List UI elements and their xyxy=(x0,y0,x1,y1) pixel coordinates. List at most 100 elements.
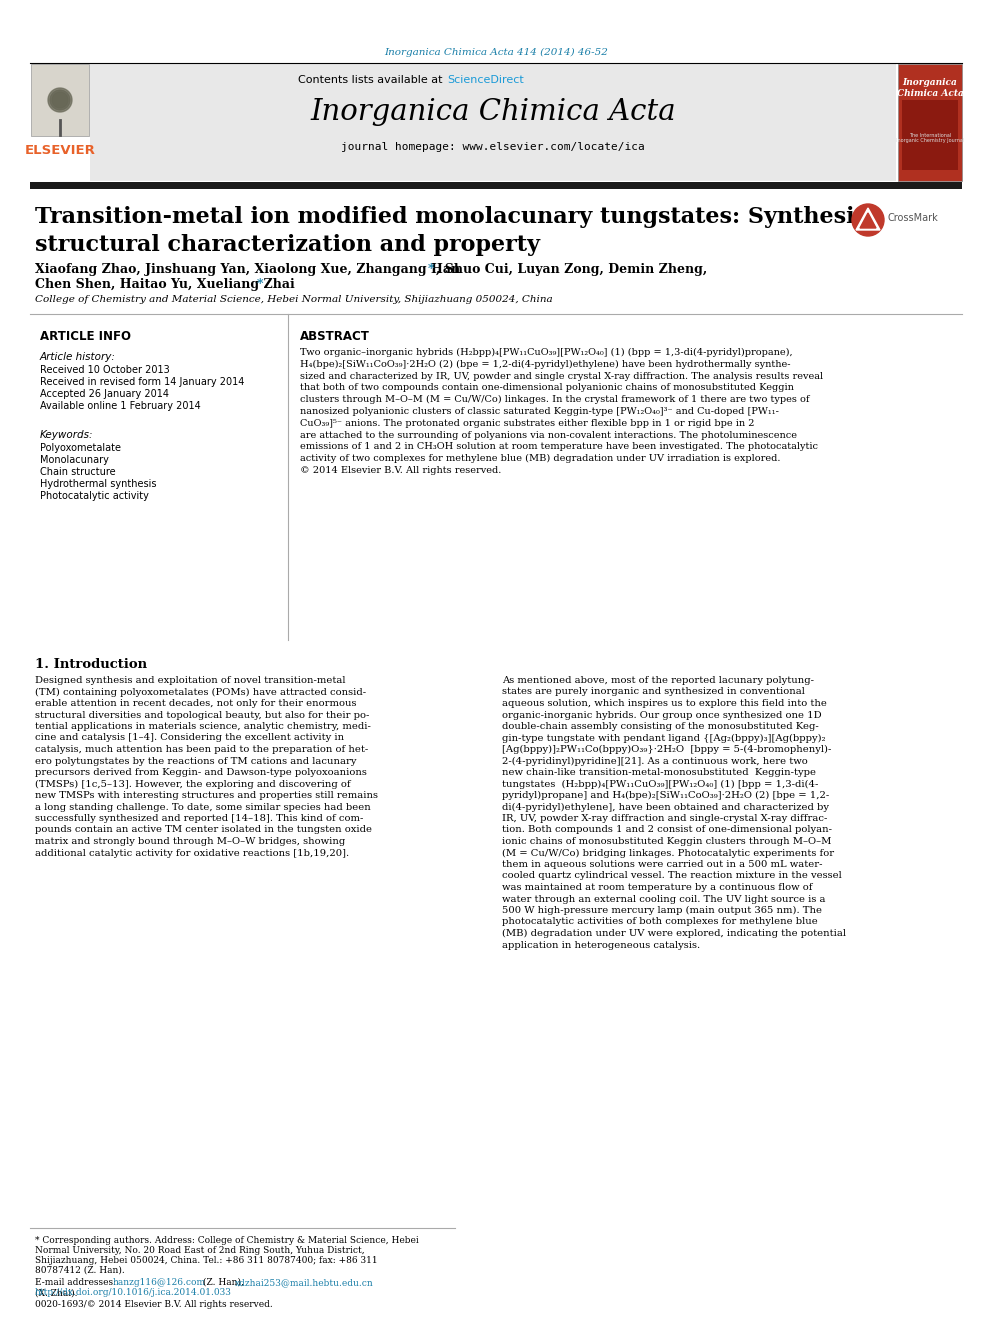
Text: Inorganica
Chimica Acta: Inorganica Chimica Acta xyxy=(897,78,963,98)
Text: pounds contain an active TM center isolated in the tungsten oxide: pounds contain an active TM center isola… xyxy=(35,826,372,835)
Text: Accepted 26 January 2014: Accepted 26 January 2014 xyxy=(40,389,169,400)
Text: double-chain assembly consisting of the monosubstituted Keg-: double-chain assembly consisting of the … xyxy=(502,722,818,732)
Text: Normal University, No. 20 Road East of 2nd Ring South, Yuhua District,: Normal University, No. 20 Road East of 2… xyxy=(35,1246,365,1256)
Text: ABSTRACT: ABSTRACT xyxy=(300,329,370,343)
Text: Two organic–inorganic hybrids (H₂bpp)₄[PW₁₁CuO₃₉][PW₁₂O₄₀] (1) (bpp = 1,3-di(4-p: Two organic–inorganic hybrids (H₂bpp)₄[P… xyxy=(300,348,793,357)
Text: 1. Introduction: 1. Introduction xyxy=(35,658,147,671)
Text: water through an external cooling coil. The UV light source is a: water through an external cooling coil. … xyxy=(502,894,825,904)
Text: structural characterization and property: structural characterization and property xyxy=(35,234,540,255)
Text: 2-(4-pyridinyl)pyridine][21]. As a continuous work, here two: 2-(4-pyridinyl)pyridine][21]. As a conti… xyxy=(502,757,807,766)
Text: clusters through M–O–M (M = Cu/W/Co) linkages. In the crystal framework of 1 the: clusters through M–O–M (M = Cu/W/Co) lin… xyxy=(300,396,809,405)
Text: Transition-metal ion modified monolacunary tungstates: Synthesis,: Transition-metal ion modified monolacuna… xyxy=(35,206,875,228)
Polygon shape xyxy=(856,208,880,230)
Text: Designed synthesis and exploitation of novel transition-metal: Designed synthesis and exploitation of n… xyxy=(35,676,345,685)
Text: aqueous solution, which inspires us to explore this field into the: aqueous solution, which inspires us to e… xyxy=(502,699,827,708)
Text: application in heterogeneous catalysis.: application in heterogeneous catalysis. xyxy=(502,941,700,950)
Text: Contents lists available at: Contents lists available at xyxy=(298,75,446,85)
Text: The International
Inorganic Chemistry Journal: The International Inorganic Chemistry Jo… xyxy=(896,132,964,143)
Bar xyxy=(898,64,962,181)
Text: Inorganica Chimica Acta 414 (2014) 46-52: Inorganica Chimica Acta 414 (2014) 46-52 xyxy=(384,48,608,57)
Text: Xiaofang Zhao, Jinshuang Yan, Xiaolong Xue, Zhangang Han: Xiaofang Zhao, Jinshuang Yan, Xiaolong X… xyxy=(35,263,460,277)
Text: H₄(bpe)₂[SiW₁₁CoO₃₉]·2H₂O (2) (bpe = 1,2-di(4-pyridyl)ethylene) have been hydrot: H₄(bpe)₂[SiW₁₁CoO₃₉]·2H₂O (2) (bpe = 1,2… xyxy=(300,360,791,369)
Text: catalysis, much attention has been paid to the preparation of het-: catalysis, much attention has been paid … xyxy=(35,745,368,754)
Text: Shijiazhuang, Hebei 050024, China. Tel.: +86 311 80787400; fax: +86 311: Shijiazhuang, Hebei 050024, China. Tel.:… xyxy=(35,1256,378,1265)
Text: , Shuo Cui, Luyan Zong, Demin Zheng,: , Shuo Cui, Luyan Zong, Demin Zheng, xyxy=(436,263,707,277)
Text: Chain structure: Chain structure xyxy=(40,467,116,478)
Text: ScienceDirect: ScienceDirect xyxy=(447,75,524,85)
Text: ELSEVIER: ELSEVIER xyxy=(25,143,95,156)
Text: a long standing challenge. To date, some similar species had been: a long standing challenge. To date, some… xyxy=(35,803,371,811)
Bar xyxy=(902,101,958,169)
Text: Hydrothermal synthesis: Hydrothermal synthesis xyxy=(40,479,157,490)
Circle shape xyxy=(50,90,70,110)
Circle shape xyxy=(48,89,72,112)
Text: them in aqueous solutions were carried out in a 500 mL water-: them in aqueous solutions were carried o… xyxy=(502,860,822,869)
Text: CuO₃₉]⁵⁻ anions. The protonated organic substrates either flexible bpp in 1 or r: CuO₃₉]⁵⁻ anions. The protonated organic … xyxy=(300,419,755,427)
Text: *: * xyxy=(257,278,264,291)
Text: (M = Cu/W/Co) bridging linkages. Photocatalytic experiments for: (M = Cu/W/Co) bridging linkages. Photoca… xyxy=(502,848,834,857)
Text: states are purely inorganic and synthesized in conventional: states are purely inorganic and synthesi… xyxy=(502,688,805,696)
Text: IR, UV, powder X-ray diffraction and single-crystal X-ray diffrac-: IR, UV, powder X-ray diffraction and sin… xyxy=(502,814,827,823)
Text: E-mail addresses:: E-mail addresses: xyxy=(35,1278,119,1287)
Text: structural diversities and topological beauty, but also for their po-: structural diversities and topological b… xyxy=(35,710,369,720)
Text: © 2014 Elsevier B.V. All rights reserved.: © 2014 Elsevier B.V. All rights reserved… xyxy=(300,466,501,475)
Text: [Ag(bppy)]₂PW₁₁Co(bppy)O₃₉}·2H₂O  [bppy = 5-(4-bromophenyl)-: [Ag(bppy)]₂PW₁₁Co(bppy)O₃₉}·2H₂O [bppy =… xyxy=(502,745,831,754)
Text: xdzhai253@mail.hebtu.edu.cn: xdzhai253@mail.hebtu.edu.cn xyxy=(235,1278,374,1287)
Text: pyridyl)propane] and H₄(bpe)₂[SiW₁₁CoO₃₉]·2H₂O (2) [bpe = 1,2-: pyridyl)propane] and H₄(bpe)₂[SiW₁₁CoO₃₉… xyxy=(502,791,829,800)
Circle shape xyxy=(852,204,884,235)
Text: photocatalytic activities of both complexes for methylene blue: photocatalytic activities of both comple… xyxy=(502,917,817,926)
Text: erable attention in recent decades, not only for their enormous: erable attention in recent decades, not … xyxy=(35,699,356,708)
Text: journal homepage: www.elsevier.com/locate/ica: journal homepage: www.elsevier.com/locat… xyxy=(341,142,645,152)
Text: that both of two compounds contain one-dimensional polyanionic chains of monosub: that both of two compounds contain one-d… xyxy=(300,384,794,393)
Bar xyxy=(30,183,962,189)
Text: new chain-like transition-metal-monosubstituted  Keggin-type: new chain-like transition-metal-monosubs… xyxy=(502,767,816,777)
Text: ero polytungstates by the reactions of TM cations and lacunary: ero polytungstates by the reactions of T… xyxy=(35,757,356,766)
Text: additional catalytic activity for oxidative reactions [1b,19,20].: additional catalytic activity for oxidat… xyxy=(35,848,349,857)
Text: (MB) degradation under UV were explored, indicating the potential: (MB) degradation under UV were explored,… xyxy=(502,929,846,938)
Text: Photocatalytic activity: Photocatalytic activity xyxy=(40,491,149,501)
Text: 80787412 (Z. Han).: 80787412 (Z. Han). xyxy=(35,1266,125,1275)
Text: tungstates  (H₂bpp)₄[PW₁₁CuO₃₉][PW₁₂O₄₀] (1) [bpp = 1,3-di(4-: tungstates (H₂bpp)₄[PW₁₁CuO₃₉][PW₁₂O₄₀] … xyxy=(502,779,818,789)
Bar xyxy=(90,64,896,181)
Text: was maintained at room temperature by a continuous flow of: was maintained at room temperature by a … xyxy=(502,882,812,892)
Text: matrix and strongly bound through M–O–W bridges, showing: matrix and strongly bound through M–O–W … xyxy=(35,837,345,845)
Text: As mentioned above, most of the reported lacunary polytung-: As mentioned above, most of the reported… xyxy=(502,676,814,685)
Polygon shape xyxy=(860,213,876,228)
Text: Keywords:: Keywords: xyxy=(40,430,93,441)
Text: di(4-pyridyl)ethylene], have been obtained and characterized by: di(4-pyridyl)ethylene], have been obtain… xyxy=(502,803,829,811)
Text: Inorganica Chimica Acta: Inorganica Chimica Acta xyxy=(310,98,676,126)
Bar xyxy=(30,64,90,151)
Text: emissions of 1 and 2 in CH₃OH solution at room temperature have been investigate: emissions of 1 and 2 in CH₃OH solution a… xyxy=(300,442,818,451)
Text: cine and catalysis [1–4]. Considering the excellent activity in: cine and catalysis [1–4]. Considering th… xyxy=(35,733,344,742)
Bar xyxy=(31,64,89,136)
Text: http://dx.doi.org/10.1016/j.ica.2014.01.033: http://dx.doi.org/10.1016/j.ica.2014.01.… xyxy=(35,1289,232,1297)
Text: Chen Shen, Haitao Yu, Xueliang Zhai: Chen Shen, Haitao Yu, Xueliang Zhai xyxy=(35,278,295,291)
Text: Available online 1 February 2014: Available online 1 February 2014 xyxy=(40,401,200,411)
Text: CrossMark: CrossMark xyxy=(887,213,937,224)
Text: activity of two complexes for methylene blue (MB) degradation under UV irradiati: activity of two complexes for methylene … xyxy=(300,454,781,463)
Text: organic-inorganic hybrids. Our group once synthesized one 1D: organic-inorganic hybrids. Our group onc… xyxy=(502,710,821,720)
Text: ionic chains of monosubstituted Keggin clusters through M–O–M: ionic chains of monosubstituted Keggin c… xyxy=(502,837,831,845)
Text: tion. Both compounds 1 and 2 consist of one-dimensional polyan-: tion. Both compounds 1 and 2 consist of … xyxy=(502,826,832,835)
Text: 0020-1693/© 2014 Elsevier B.V. All rights reserved.: 0020-1693/© 2014 Elsevier B.V. All right… xyxy=(35,1301,273,1308)
Text: sized and characterized by IR, UV, powder and single crystal X-ray diffraction. : sized and characterized by IR, UV, powde… xyxy=(300,372,823,381)
Text: ARTICLE INFO: ARTICLE INFO xyxy=(40,329,131,343)
Text: cooled quartz cylindrical vessel. The reaction mixture in the vessel: cooled quartz cylindrical vessel. The re… xyxy=(502,872,842,881)
Text: Polyoxometalate: Polyoxometalate xyxy=(40,443,121,452)
Text: *: * xyxy=(428,263,434,277)
Text: Received in revised form 14 January 2014: Received in revised form 14 January 2014 xyxy=(40,377,244,388)
Text: are attached to the surrounding of polyanions via non-covalent interactions. The: are attached to the surrounding of polya… xyxy=(300,430,797,439)
Text: Monolacunary: Monolacunary xyxy=(40,455,109,464)
Text: tential applications in materials science, analytic chemistry, medi-: tential applications in materials scienc… xyxy=(35,722,371,732)
Text: (X. Zhai).: (X. Zhai). xyxy=(35,1289,77,1298)
Text: (TM) containing polyoxometalates (POMs) have attracted consid-: (TM) containing polyoxometalates (POMs) … xyxy=(35,688,366,697)
Text: * Corresponding authors. Address: College of Chemistry & Material Science, Hebei: * Corresponding authors. Address: Colleg… xyxy=(35,1236,419,1245)
Text: gin-type tungstate with pendant ligand {[Ag₂(bppy)₃][Ag(bppy)₂: gin-type tungstate with pendant ligand {… xyxy=(502,733,825,742)
Circle shape xyxy=(52,93,68,108)
Text: nanosized polyanionic clusters of classic saturated Keggin-type [PW₁₂O₄₀]³⁻ and : nanosized polyanionic clusters of classi… xyxy=(300,407,779,415)
Text: College of Chemistry and Material Science, Hebei Normal University, Shijiazhuang: College of Chemistry and Material Scienc… xyxy=(35,295,553,304)
Text: precursors derived from Keggin- and Dawson-type polyoxoanions: precursors derived from Keggin- and Daws… xyxy=(35,767,367,777)
Text: Article history:: Article history: xyxy=(40,352,116,363)
Text: Received 10 October 2013: Received 10 October 2013 xyxy=(40,365,170,374)
Text: hanzg116@126.com: hanzg116@126.com xyxy=(113,1278,206,1287)
